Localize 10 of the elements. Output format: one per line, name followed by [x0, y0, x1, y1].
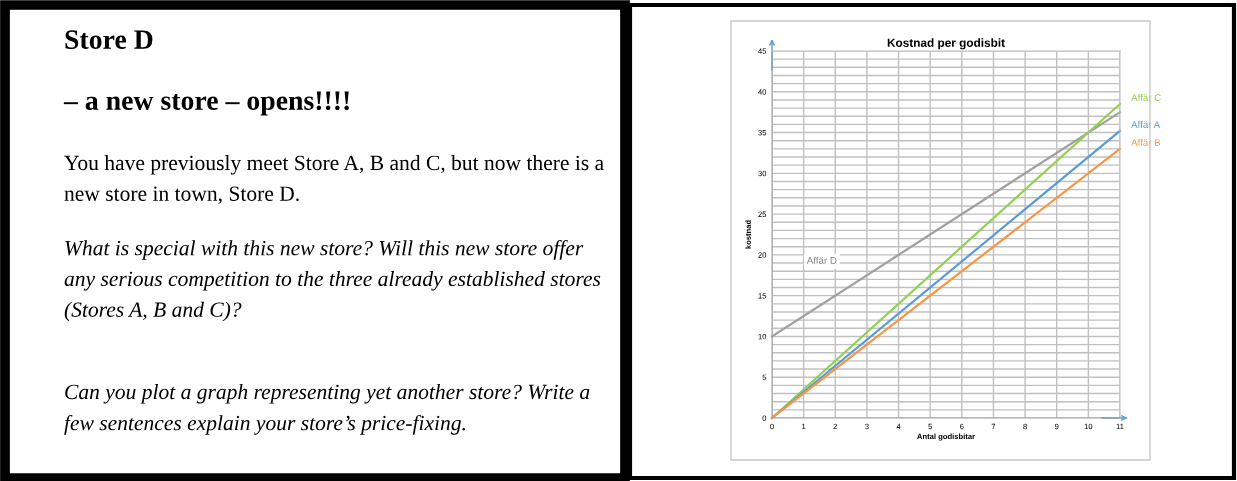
chart-title: Kostnad per godisbit [887, 38, 1005, 50]
annotation: Affär D [806, 256, 837, 264]
text: What is special with this new store? Will this new store offer any serious competition to the three already established stores (Stores A, B and C)? [64, 240, 601, 322]
text: – a new store – opens!!!! [63, 91, 349, 116]
series-label: Affär A [1131, 120, 1161, 128]
text: Store D [65, 30, 153, 49]
series-label: Affär B [1131, 138, 1161, 146]
text: You have previously meet Store A, B and C, but now there is a new store in town, Store D. [64, 155, 604, 205]
series-label: Affär C [1131, 93, 1161, 102]
text: Can you plot a graph representing yet another store? Write a few sentences explain your store’s price-fixing. [64, 384, 590, 435]
